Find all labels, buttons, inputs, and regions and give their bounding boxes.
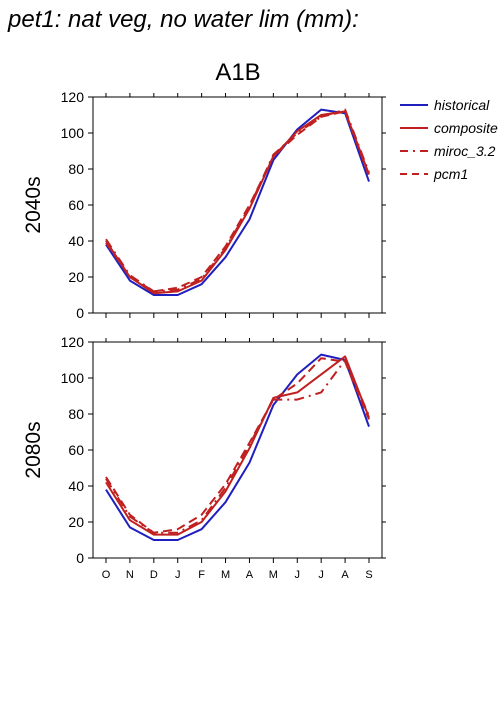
- y-tick-label: 60: [68, 197, 84, 213]
- x-tick-label: A: [341, 569, 349, 581]
- legend-label-pcm1: pcm1: [433, 166, 468, 182]
- series-line-miroc_3.2-2040s: [105, 108, 370, 293]
- y-tick-label: 40: [68, 233, 84, 249]
- panel-label-2040s: 2040s: [22, 176, 45, 233]
- x-tick-label: N: [126, 569, 134, 581]
- series-line-historical-2040s: [105, 108, 370, 296]
- y-tick-label: 80: [68, 406, 84, 422]
- x-tick-label: O: [102, 569, 111, 581]
- panel-label-2080s: 2080s: [22, 421, 45, 478]
- x-tick-label: J: [295, 569, 301, 581]
- x-tick-label: M: [221, 569, 230, 581]
- y-tick-label: 120: [61, 89, 85, 105]
- y-tick-label: 100: [61, 125, 85, 141]
- y-tick-label: 0: [76, 305, 84, 321]
- legend-label-composite: composite: [434, 120, 498, 136]
- legend-label-miroc_3.2: miroc_3.2: [434, 143, 496, 159]
- legend-label-historical: historical: [434, 97, 490, 113]
- x-tick-label: J: [175, 569, 181, 581]
- figure-title: pet1: nat veg, no water lim (mm):: [8, 6, 359, 33]
- x-tick-label: S: [365, 569, 372, 581]
- y-tick-label: 120: [61, 334, 85, 350]
- x-tick-label: J: [318, 569, 324, 581]
- x-tick-label: M: [269, 569, 278, 581]
- y-tick-label: 60: [68, 442, 84, 458]
- series-line-historical-2080s: [105, 353, 370, 541]
- y-tick-label: 20: [68, 269, 84, 285]
- plot-frame-2080s: [92, 341, 383, 559]
- series-line-composite-2040s: [105, 110, 370, 295]
- y-tick-label: 40: [68, 478, 84, 494]
- y-tick-label: 0: [76, 550, 84, 566]
- series-line-composite-2080s: [105, 355, 370, 536]
- y-tick-label: 100: [61, 370, 85, 386]
- x-tick-label: D: [150, 569, 158, 581]
- y-tick-label: 20: [68, 514, 84, 530]
- x-tick-label: F: [198, 569, 205, 581]
- x-tick-label: A: [246, 569, 254, 581]
- y-tick-label: 80: [68, 161, 84, 177]
- series-line-pcm1-2040s: [105, 110, 370, 293]
- scenario-label: A1B: [215, 59, 260, 86]
- series-line-pcm1-2080s: [105, 357, 370, 534]
- series-line-miroc_3.2-2080s: [105, 359, 370, 534]
